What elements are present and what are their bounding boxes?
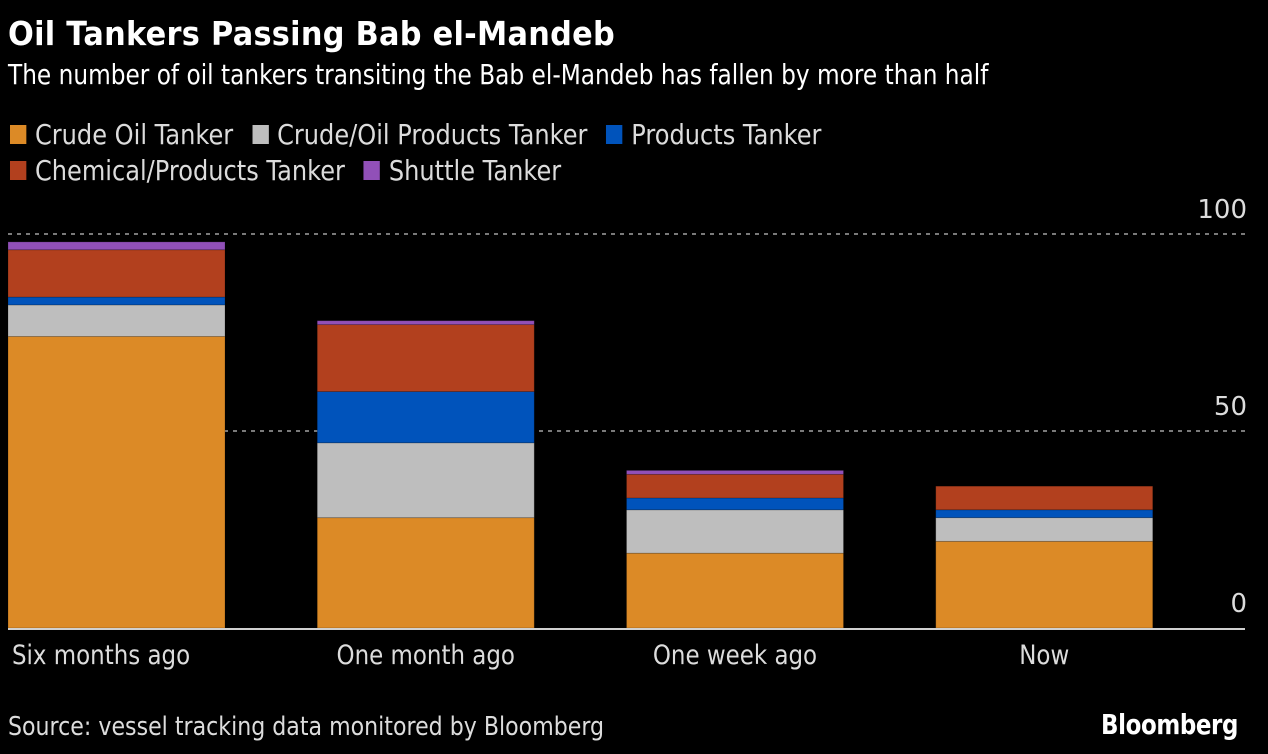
bar-segment (316, 324, 535, 392)
chart-subtitle: The number of oil tankers transiting the… (8, 58, 989, 91)
legend-swatch (252, 124, 269, 144)
legend-item-shuttle: Shuttle Tanker (363, 153, 562, 187)
x-tick-label: Six months ago (12, 639, 190, 670)
legend-label: Products Tanker (631, 117, 822, 151)
bar-segment (316, 320, 535, 326)
legend-item-crude-oil-products: Crude/Oil Products Tanker (252, 118, 587, 151)
bloomberg-logo: Bloomberg (1101, 708, 1238, 741)
bar-segment (935, 509, 1154, 519)
legend-label: Crude/Oil Products Tanker (277, 117, 588, 151)
y-tick-label: 100 (1197, 195, 1247, 225)
legend-row-2: Chemical/Products Tanker Shuttle Tanker (10, 152, 840, 188)
bar-segment (316, 517, 535, 629)
bar-segment (626, 473, 844, 499)
y-tick-label: 0 (1230, 589, 1247, 619)
bar-segment (7, 241, 226, 251)
legend-swatch (10, 160, 27, 180)
legend-item-crude-oil: Crude Oil Tanker (10, 118, 233, 151)
bar-segment (316, 442, 535, 519)
legend-label: Shuttle Tanker (388, 153, 562, 187)
bar-segment (7, 296, 226, 306)
source-note: Source: vessel tracking data monitored b… (8, 712, 605, 742)
legend-row-1: Crude Oil Tanker Crude/Oil Products Tank… (10, 116, 840, 152)
legend-item-chemical-products: Chemical/Products Tanker (10, 154, 345, 187)
bar-segment (626, 497, 844, 511)
legend-swatch (363, 160, 381, 180)
bar-segment (626, 469, 844, 475)
chart-title: Oil Tankers Passing Bab el-Mandeb (8, 14, 616, 53)
x-tick-label: One week ago (653, 639, 817, 670)
legend-swatch (606, 124, 623, 144)
legend-label: Chemical/Products Tanker (34, 153, 345, 187)
bar-segment (626, 509, 844, 554)
bar-segment (935, 540, 1154, 629)
bar-segment (626, 552, 844, 629)
bar-segment (935, 517, 1154, 542)
legend-item-products: Products Tanker (606, 118, 821, 151)
legend-label: Crude Oil Tanker (34, 117, 234, 151)
y-tick-label: 50 (1214, 392, 1247, 422)
x-tick-label: Now (1019, 639, 1069, 670)
bar-segment (7, 336, 226, 629)
legend-swatch (10, 124, 27, 144)
x-tick-label: One month ago (337, 639, 515, 670)
bar-segment (316, 391, 535, 444)
bar-segment (935, 485, 1154, 511)
bar-segment (7, 304, 226, 337)
legend: Crude Oil Tanker Crude/Oil Products Tank… (10, 116, 976, 188)
bar-segment (7, 249, 226, 298)
